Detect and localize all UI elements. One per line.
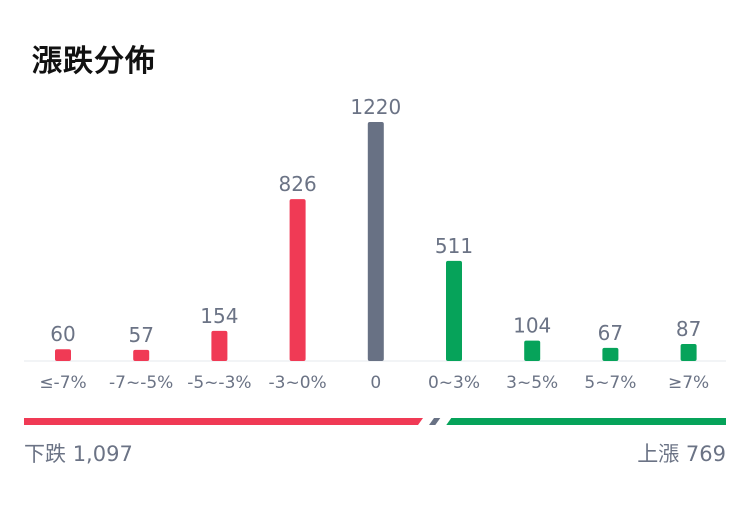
category-label-0: ≤-7% — [39, 373, 86, 393]
up-value: 769 — [685, 442, 726, 466]
category-label-3: -3~0% — [269, 373, 327, 393]
category-label-8: ≥7% — [668, 373, 709, 393]
up-label: 上漲 — [637, 442, 680, 466]
value-label-0: 60 — [50, 322, 75, 346]
bar-8 — [680, 343, 697, 361]
value-label-6: 104 — [513, 314, 551, 338]
down-summary: 下跌 1,097 — [24, 438, 133, 468]
value-label-4: 1220 — [350, 95, 401, 119]
bar-4 — [367, 122, 384, 361]
bar-6 — [524, 340, 541, 361]
bar-2 — [211, 330, 228, 361]
category-label-6: 3~5% — [506, 373, 558, 393]
category-label-4: 0 — [370, 373, 381, 393]
ratio-segment-0 — [24, 418, 424, 425]
value-label-8: 87 — [676, 317, 701, 341]
bar-7 — [602, 347, 619, 361]
bar-1 — [133, 349, 150, 361]
down-value: 1,097 — [72, 442, 133, 466]
bars-group: 60 ≤-7% 57 -7~-5% 154 -5~-3% 826 -3~0% 1220 0 511 0… — [39, 95, 709, 393]
value-label-7: 67 — [598, 321, 623, 345]
category-label-7: 5~7% — [584, 373, 636, 393]
up-summary: 上漲 769 — [637, 438, 726, 468]
ratio-segment-2 — [446, 418, 726, 425]
bar-5 — [446, 260, 462, 361]
ratio-segment-1 — [429, 418, 441, 425]
value-label-2: 154 — [200, 304, 238, 328]
bar-0 — [55, 349, 71, 361]
value-label-1: 57 — [128, 323, 153, 347]
ratio-bar — [24, 418, 726, 425]
bar-3 — [289, 199, 306, 361]
category-label-2: -5~-3% — [187, 373, 251, 393]
down-label: 下跌 — [24, 442, 66, 466]
category-label-1: -7~-5% — [109, 373, 173, 393]
value-label-3: 826 — [279, 172, 317, 196]
value-label-5: 511 — [435, 234, 473, 258]
category-label-5: 0~3% — [428, 373, 480, 393]
chart-title: 漲跌分佈 — [32, 44, 156, 79]
